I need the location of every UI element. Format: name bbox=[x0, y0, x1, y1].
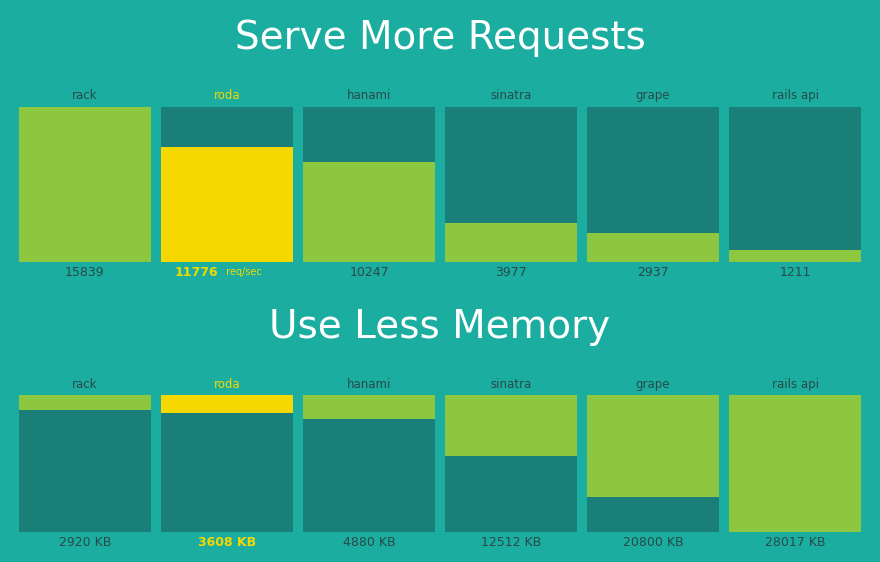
FancyBboxPatch shape bbox=[304, 395, 435, 419]
FancyBboxPatch shape bbox=[730, 250, 861, 262]
FancyBboxPatch shape bbox=[587, 107, 719, 233]
FancyBboxPatch shape bbox=[445, 395, 576, 456]
FancyBboxPatch shape bbox=[445, 107, 576, 223]
FancyBboxPatch shape bbox=[161, 413, 293, 532]
Text: rack: rack bbox=[72, 89, 98, 102]
Text: Use Less Memory: Use Less Memory bbox=[269, 309, 611, 346]
FancyBboxPatch shape bbox=[445, 456, 576, 532]
Text: rails api: rails api bbox=[772, 89, 818, 102]
Text: sinatra: sinatra bbox=[490, 89, 532, 102]
Text: 11776: 11776 bbox=[175, 266, 218, 279]
FancyBboxPatch shape bbox=[161, 107, 293, 147]
FancyBboxPatch shape bbox=[587, 497, 719, 532]
FancyBboxPatch shape bbox=[304, 419, 435, 532]
FancyBboxPatch shape bbox=[161, 395, 293, 413]
FancyBboxPatch shape bbox=[587, 395, 719, 497]
Text: 3977: 3977 bbox=[495, 266, 527, 279]
Text: grape: grape bbox=[635, 89, 671, 102]
Text: hanami: hanami bbox=[347, 89, 392, 102]
Text: grape: grape bbox=[635, 378, 671, 391]
FancyBboxPatch shape bbox=[19, 107, 150, 262]
Text: Serve More Requests: Serve More Requests bbox=[235, 19, 645, 57]
Text: rack: rack bbox=[72, 378, 98, 391]
Text: hanami: hanami bbox=[347, 378, 392, 391]
FancyBboxPatch shape bbox=[730, 395, 861, 532]
Text: 15839: 15839 bbox=[65, 266, 105, 279]
Text: req/sec: req/sec bbox=[223, 267, 261, 277]
Text: 20800 KB: 20800 KB bbox=[623, 536, 684, 549]
Text: 10247: 10247 bbox=[349, 266, 389, 279]
Text: sinatra: sinatra bbox=[490, 378, 532, 391]
FancyBboxPatch shape bbox=[161, 147, 293, 262]
Text: 3608 KB: 3608 KB bbox=[198, 536, 256, 549]
FancyBboxPatch shape bbox=[19, 410, 150, 532]
FancyBboxPatch shape bbox=[304, 162, 435, 262]
Text: 4880 KB: 4880 KB bbox=[342, 536, 395, 549]
Text: 1211: 1211 bbox=[780, 266, 810, 279]
Text: 28017 KB: 28017 KB bbox=[765, 536, 825, 549]
Text: 2920 KB: 2920 KB bbox=[59, 536, 111, 549]
Text: 12512 KB: 12512 KB bbox=[480, 536, 541, 549]
Text: roda: roda bbox=[214, 89, 240, 102]
FancyBboxPatch shape bbox=[304, 107, 435, 162]
FancyBboxPatch shape bbox=[445, 223, 576, 262]
Text: rails api: rails api bbox=[772, 378, 818, 391]
FancyBboxPatch shape bbox=[587, 233, 719, 262]
FancyBboxPatch shape bbox=[730, 107, 861, 250]
Text: 2937: 2937 bbox=[637, 266, 669, 279]
Text: roda: roda bbox=[214, 378, 240, 391]
FancyBboxPatch shape bbox=[19, 395, 150, 410]
